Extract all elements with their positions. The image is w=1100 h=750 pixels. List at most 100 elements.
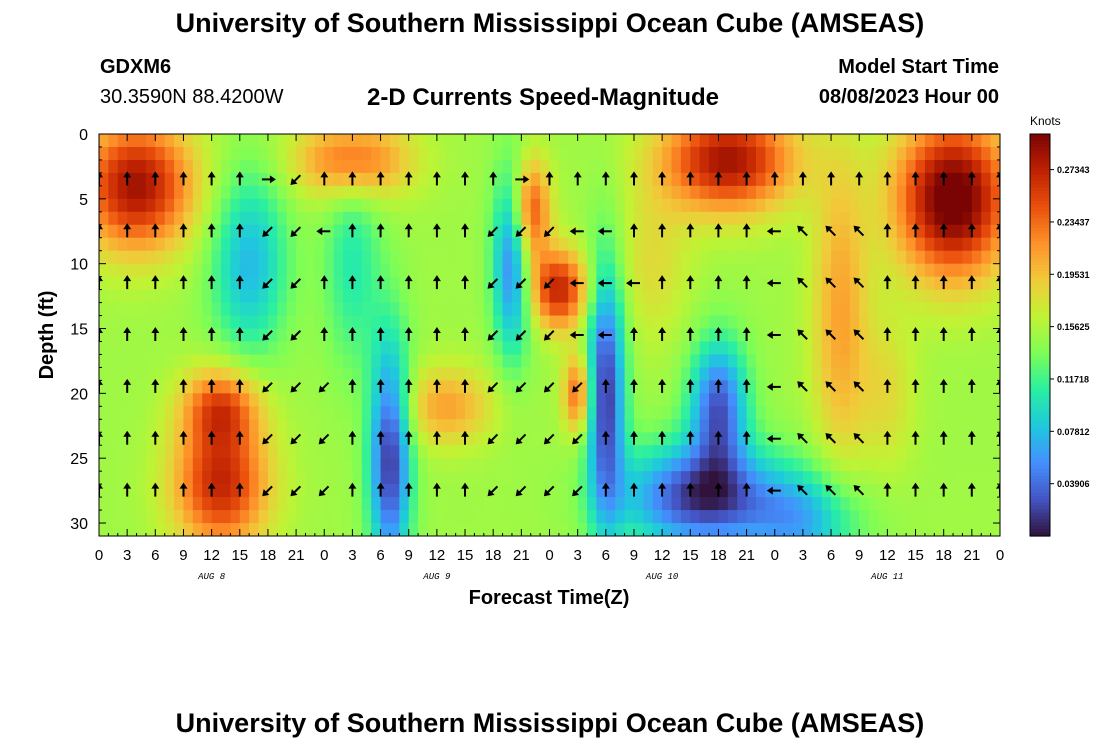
heatmap-cell xyxy=(962,341,973,356)
heatmap-cell xyxy=(511,419,522,433)
heatmap-cell xyxy=(849,354,860,369)
heatmap-cell xyxy=(296,146,307,161)
heatmap-cell xyxy=(877,211,888,226)
heatmap-cell xyxy=(324,484,335,498)
heatmap-cell xyxy=(924,380,935,394)
heatmap-cell xyxy=(633,445,644,459)
heatmap-cell xyxy=(849,134,860,148)
heatmap-cell xyxy=(671,237,682,252)
heatmap-cell xyxy=(849,185,860,200)
heatmap-cell xyxy=(267,289,278,304)
heatmap-cell xyxy=(361,250,372,265)
current-arrow xyxy=(487,485,499,497)
heatmap-cell xyxy=(896,510,907,524)
colorbar-segment xyxy=(1030,177,1050,182)
heatmap-cell xyxy=(568,134,579,148)
heatmap-cell xyxy=(924,341,935,356)
heatmap-cell xyxy=(859,484,870,498)
heatmap-cell xyxy=(258,198,269,213)
heatmap-cell xyxy=(718,393,729,407)
heatmap-cell xyxy=(868,263,879,278)
heatmap-cell xyxy=(990,302,1000,317)
heatmap-cell xyxy=(802,510,813,524)
heatmap-cell xyxy=(399,276,410,291)
heatmap-cell xyxy=(643,354,654,369)
heatmap-cell xyxy=(136,159,147,174)
current-arrow xyxy=(207,275,216,290)
heatmap-cell xyxy=(174,393,185,407)
heatmap-cell xyxy=(840,146,851,161)
heatmap-cell xyxy=(699,419,710,433)
heatmap-cell xyxy=(305,211,316,226)
heatmap-cell xyxy=(296,341,307,356)
heatmap-cell xyxy=(924,432,935,446)
heatmap-cell xyxy=(737,367,748,381)
heatmap-cell xyxy=(934,432,945,446)
heatmap-cell xyxy=(755,432,766,446)
x-tick-label: 15 xyxy=(907,547,924,564)
heatmap-cell xyxy=(671,523,682,536)
heatmap-cell xyxy=(267,237,278,252)
heatmap-cell xyxy=(577,134,588,148)
heatmap-cell xyxy=(211,419,222,433)
heatmap-cell xyxy=(239,237,250,252)
heatmap-cell xyxy=(887,185,898,200)
heatmap-cell xyxy=(549,198,560,213)
heatmap-cell xyxy=(831,315,842,330)
heatmap-cell xyxy=(755,276,766,291)
heatmap-cell xyxy=(915,211,926,226)
current-arrow xyxy=(798,171,807,186)
heatmap-cell xyxy=(446,237,457,252)
current-arrow xyxy=(290,381,302,393)
heatmap-cell xyxy=(577,185,588,200)
current-arrow xyxy=(630,378,638,393)
heatmap-cell xyxy=(906,445,917,459)
heatmap-cell xyxy=(624,510,635,524)
current-arrow xyxy=(883,430,892,445)
heatmap-cell xyxy=(680,484,691,498)
heatmap-cell xyxy=(239,263,250,278)
heatmap-cell xyxy=(192,315,203,330)
current-arrow xyxy=(123,430,132,445)
heatmap-cell xyxy=(202,302,213,317)
heatmap-cell xyxy=(296,406,307,420)
heatmap-cell xyxy=(145,134,156,148)
heatmap-cell xyxy=(230,185,241,200)
heatmap-cell xyxy=(164,458,175,472)
heatmap-cell xyxy=(849,198,860,213)
heatmap-cell xyxy=(718,432,729,446)
heatmap-cell xyxy=(474,328,485,343)
heatmap-cell xyxy=(305,250,316,265)
heatmap-cell xyxy=(605,315,616,330)
heatmap-cell xyxy=(418,146,429,161)
heatmap-cell xyxy=(934,471,945,485)
heatmap-cell xyxy=(136,224,147,239)
heatmap-cell xyxy=(314,341,325,356)
heatmap-cell xyxy=(427,263,438,278)
heatmap-cell xyxy=(455,497,466,511)
heatmap-cell xyxy=(596,159,607,174)
heatmap-cell xyxy=(418,510,429,524)
heatmap-cell xyxy=(164,419,175,433)
current-arrow xyxy=(686,378,695,393)
heatmap-cell xyxy=(812,484,823,498)
heatmap-cell xyxy=(934,263,945,278)
heatmap-cell xyxy=(418,341,429,356)
heatmap-cell xyxy=(633,211,644,226)
heatmap-cell xyxy=(155,276,166,291)
heatmap-cell xyxy=(230,445,241,459)
heatmap-cell xyxy=(558,393,569,407)
heatmap-cell xyxy=(765,510,776,524)
heatmap-cell xyxy=(727,224,738,239)
heatmap-cell xyxy=(924,198,935,213)
heatmap-cell xyxy=(615,367,626,381)
heatmap-cell xyxy=(314,367,325,381)
heatmap-cell xyxy=(568,302,579,317)
x-tick-label: 12 xyxy=(203,547,220,564)
heatmap-cell xyxy=(352,380,363,394)
heatmap-cell xyxy=(465,367,476,381)
heatmap-cell xyxy=(971,224,982,239)
heatmap-cell xyxy=(812,159,823,174)
heatmap-cell xyxy=(784,419,795,433)
heatmap-cell xyxy=(549,354,560,369)
